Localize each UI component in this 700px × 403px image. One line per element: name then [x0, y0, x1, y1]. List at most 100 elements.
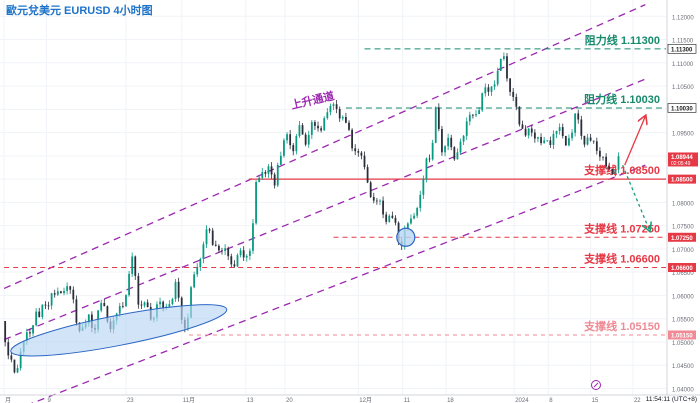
bullish-arrow: [624, 116, 646, 166]
candle-body: [214, 244, 217, 246]
candle-body: [47, 305, 50, 307]
candle-body: [289, 134, 292, 146]
candle-body: [394, 217, 397, 223]
candle-body: [202, 244, 205, 260]
level-price-tag-text: 1.08500: [671, 178, 693, 184]
grid: [0, 0, 666, 395]
candle-body: [499, 59, 502, 71]
horizontal-levels: 阻力线 1.11300 阻力线 1.10030 支撑线 1.08500 支撑线 1.0…: [4, 33, 666, 336]
candle-body: [602, 156, 604, 158]
candle-body: [577, 113, 580, 120]
candle-body: [29, 332, 31, 334]
channel-line: [3, 78, 646, 341]
candle-body: [298, 125, 301, 137]
candle-body: [490, 86, 493, 92]
candle-body: [574, 113, 577, 133]
level-price-tag-text: 1.05150: [671, 333, 693, 339]
level-label: 支撑线 1.08500: [583, 163, 660, 177]
candle-body: [515, 96, 518, 107]
alert-icon-mark: [593, 382, 599, 388]
candle-body: [326, 112, 329, 119]
candle-body: [307, 134, 310, 145]
price-tick-label: 1.07000: [672, 248, 694, 254]
candle-body: [341, 116, 344, 119]
candle-body: [589, 137, 592, 141]
candle-body: [459, 141, 462, 153]
candle-body: [38, 311, 41, 317]
candle-body: [416, 207, 419, 216]
level-label: 支撑线 1.05150: [583, 319, 660, 333]
channel-line: [3, 4, 646, 290]
candle-body: [239, 250, 242, 256]
level-label: 支撑线 1.07250: [583, 221, 660, 235]
level-price-tag: [668, 263, 696, 273]
candle-body: [481, 93, 484, 111]
candle-body: [599, 150, 601, 157]
time-tick-label: 18: [447, 398, 454, 403]
level-price-tag: [668, 330, 696, 340]
candle-body: [221, 250, 223, 252]
candle-body: [434, 107, 437, 143]
candle-body: [586, 137, 589, 145]
level-price-tag-text: 1.07250: [671, 236, 693, 242]
alert-icon[interactable]: [591, 380, 601, 390]
candle-body: [332, 104, 335, 106]
candle-body: [521, 124, 524, 129]
candle-body: [236, 255, 239, 267]
candle-body: [537, 137, 539, 139]
candle-body: [199, 259, 202, 268]
candle-body: [354, 148, 357, 152]
channel-line: [30, 164, 646, 403]
highlight-ellipse: [10, 304, 228, 357]
candle-body: [159, 301, 161, 305]
channel-label: 上升通道: [290, 88, 336, 112]
candle-body: [63, 290, 65, 294]
candle-body: [69, 286, 72, 290]
candle-body: [35, 311, 38, 326]
price-tick-label: 1.05000: [672, 341, 694, 347]
candle-body: [527, 128, 530, 136]
time-tick-label: 2024: [515, 398, 529, 403]
time-tick-label: 11: [404, 398, 411, 403]
price-tick-label: 1.09500: [672, 132, 694, 138]
candle-body: [44, 304, 47, 306]
candle-body: [252, 223, 254, 251]
candle-body: [211, 230, 214, 245]
level-price-tag-text: 1.10030: [671, 106, 693, 112]
candle-body: [162, 301, 165, 308]
time-tick-label: 9: [47, 398, 51, 403]
candle-body: [292, 145, 295, 152]
time-tick-label: 8: [549, 398, 553, 403]
level-price-tag: [668, 174, 696, 184]
candle-body: [168, 304, 171, 307]
level-label: 阻力线 1.10030: [584, 92, 660, 106]
candle-body: [143, 302, 146, 306]
candle-body: [406, 223, 409, 229]
candle-body: [475, 114, 477, 116]
candle-body: [264, 171, 267, 174]
candle-body: [255, 182, 257, 224]
candle-body: [385, 214, 388, 222]
time-tick-label: 22: [634, 398, 641, 403]
candle-body: [608, 166, 611, 170]
candle-body: [444, 146, 446, 153]
candle-body: [391, 215, 394, 218]
candle-body: [317, 125, 319, 129]
candle-body: [564, 135, 567, 146]
candle-body: [583, 135, 586, 145]
candle-body: [338, 108, 341, 119]
candle-body: [193, 274, 196, 288]
candle-body: [425, 158, 428, 179]
candle-body: [146, 302, 149, 307]
candle-body: [555, 130, 558, 134]
candle-body: [357, 151, 360, 153]
time-axis: 月 9 23 11月 13 20 12月 11 18 2024 8 15 22 11:54:11 (UTC…: [0, 380, 700, 403]
current-timer: 02:05:49: [671, 161, 691, 167]
time-tick-label: 月: [5, 397, 11, 403]
price-axis[interactable]: 1.120001.115001.110001.105001.100001.095…: [666, 0, 700, 403]
candle-body: [345, 116, 347, 123]
candle-body: [372, 196, 375, 201]
level-price-tag: [667, 103, 697, 113]
